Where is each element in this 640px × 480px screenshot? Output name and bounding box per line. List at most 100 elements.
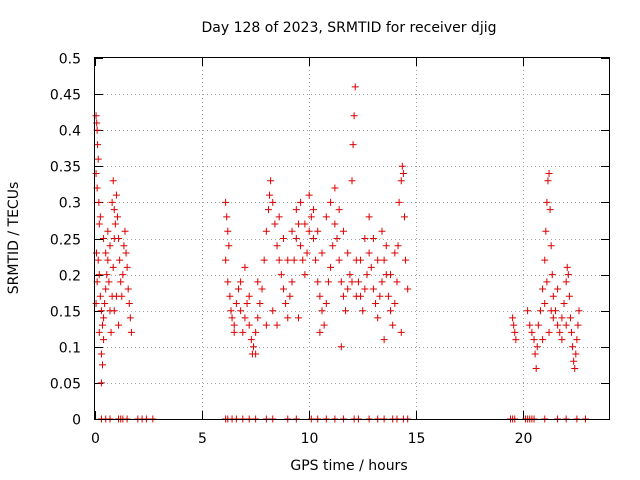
data-point (327, 198, 335, 206)
data-point (301, 220, 309, 228)
data-point (562, 321, 570, 329)
data-point (124, 285, 132, 293)
data-point (344, 249, 352, 257)
data-point (365, 249, 373, 257)
data-point (294, 220, 302, 228)
data-point (387, 307, 395, 315)
data-point (400, 213, 408, 221)
x-tick-label: 0 (91, 431, 100, 447)
data-point (262, 227, 270, 235)
y-tick-label: 0.05 (50, 377, 81, 393)
data-point (549, 292, 557, 300)
data-point (384, 292, 392, 300)
data-point (541, 299, 549, 307)
data-point (542, 227, 550, 235)
data-point (254, 314, 262, 322)
data-point (271, 220, 279, 228)
data-point (357, 256, 365, 264)
data-point (391, 299, 399, 307)
y-tick-label: 0.25 (50, 233, 81, 249)
y-tick-label: 0.3 (59, 196, 81, 212)
data-point (97, 307, 105, 315)
data-point (279, 235, 287, 242)
data-point (361, 285, 369, 293)
data-point (273, 242, 281, 250)
data-point (305, 227, 313, 235)
data-point (303, 249, 311, 257)
data-point (374, 314, 382, 322)
data-point (115, 321, 123, 329)
data-point (98, 321, 106, 329)
x-tick-label: 20 (515, 431, 533, 447)
data-point (239, 328, 247, 336)
data-point (541, 256, 549, 264)
data-point (404, 285, 412, 293)
x-tick-label: 15 (408, 431, 426, 447)
data-point (399, 170, 407, 178)
data-point (391, 249, 399, 257)
data-point (227, 307, 235, 315)
data-point (101, 299, 109, 307)
data-point (301, 271, 309, 279)
data-point (95, 220, 103, 228)
data-point (264, 206, 272, 214)
data-point (556, 328, 564, 336)
y-tick-label: 0.2 (59, 269, 81, 285)
data-point (509, 314, 517, 322)
data-point (243, 299, 251, 307)
data-point (294, 314, 302, 322)
data-point (570, 357, 578, 365)
data-point (554, 285, 562, 293)
data-point (254, 278, 262, 286)
data-point (125, 299, 133, 307)
data-point (329, 242, 337, 250)
y-axis-label: SRMTID / TECUs (6, 182, 22, 295)
data-point (297, 198, 305, 206)
data-point (569, 343, 577, 351)
data-point (224, 227, 232, 235)
data-point (545, 328, 553, 336)
data-point (309, 206, 317, 214)
data-point (100, 336, 108, 344)
data-point (269, 307, 277, 315)
data-point (247, 336, 255, 344)
data-point (546, 206, 554, 214)
x-axis-label: GPS time / hours (290, 458, 407, 474)
data-point (245, 292, 253, 300)
data-point (510, 321, 518, 329)
data-point (554, 321, 562, 329)
data-point (402, 256, 410, 264)
data-point (95, 328, 103, 336)
data-point (536, 307, 544, 315)
data-point (558, 336, 566, 344)
data-point (109, 177, 117, 185)
data-point (339, 227, 347, 235)
data-point (320, 321, 328, 329)
data-point (367, 263, 375, 271)
grid-layer (95, 58, 609, 419)
y-tick-label: 0.5 (59, 52, 81, 68)
data-point (335, 206, 343, 214)
data-point (361, 235, 369, 242)
data-point (230, 321, 238, 329)
data-point (350, 112, 358, 120)
data-point (222, 198, 230, 206)
data-point (109, 263, 117, 271)
data-point (374, 256, 382, 264)
data-point (331, 220, 339, 228)
data-point (288, 227, 296, 235)
data-point (318, 249, 326, 257)
data-point (288, 278, 296, 286)
data-point (234, 285, 242, 293)
data-point (112, 292, 120, 300)
data-point (395, 198, 403, 206)
data-point (115, 235, 123, 242)
data-point (110, 206, 118, 214)
data-point (95, 271, 103, 279)
data-point (512, 336, 520, 344)
data-point (252, 328, 260, 336)
data-point (92, 170, 100, 178)
data-point (511, 328, 519, 336)
y-tick-label: 0.45 (50, 88, 81, 104)
